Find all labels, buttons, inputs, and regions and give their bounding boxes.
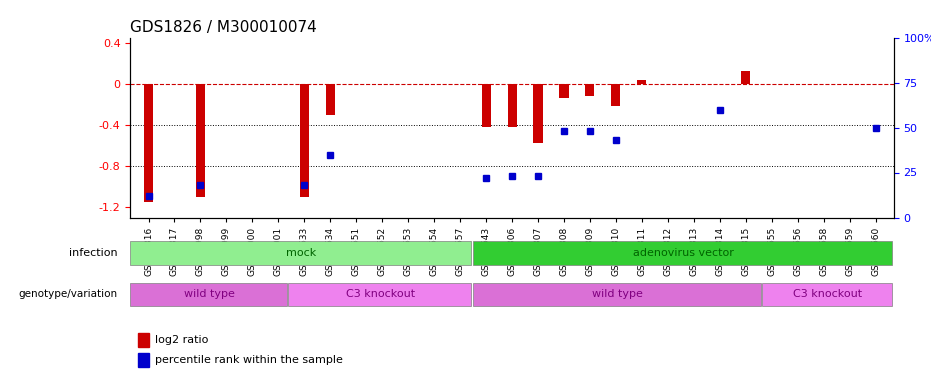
Bar [196, 84, 205, 197]
FancyBboxPatch shape [289, 283, 471, 306]
Text: log2 ratio: log2 ratio [155, 335, 209, 345]
FancyBboxPatch shape [130, 242, 471, 265]
Bar [533, 84, 543, 144]
Bar [507, 84, 517, 127]
Text: C3 knockout: C3 knockout [793, 290, 862, 299]
Bar [586, 84, 595, 96]
Text: genotype/variation: genotype/variation [18, 290, 117, 299]
Text: infection: infection [69, 248, 117, 258]
Text: C3 knockout: C3 knockout [345, 290, 415, 299]
Bar [481, 84, 491, 127]
Text: wild type: wild type [592, 290, 642, 299]
Bar [300, 84, 309, 197]
Bar [144, 84, 153, 202]
Bar [638, 80, 646, 84]
Text: percentile rank within the sample: percentile rank within the sample [155, 355, 343, 365]
Bar [138, 333, 149, 346]
Bar [138, 353, 149, 367]
Bar [326, 84, 335, 115]
FancyBboxPatch shape [473, 242, 893, 265]
FancyBboxPatch shape [762, 283, 893, 306]
Text: wild type: wild type [184, 290, 235, 299]
Bar [741, 72, 750, 84]
Text: adenovirus vector: adenovirus vector [633, 248, 734, 258]
Bar [560, 84, 569, 98]
Bar [612, 84, 620, 106]
Text: mock: mock [287, 248, 317, 258]
FancyBboxPatch shape [473, 283, 761, 306]
Text: GDS1826 / M300010074: GDS1826 / M300010074 [130, 20, 317, 35]
FancyBboxPatch shape [130, 283, 287, 306]
